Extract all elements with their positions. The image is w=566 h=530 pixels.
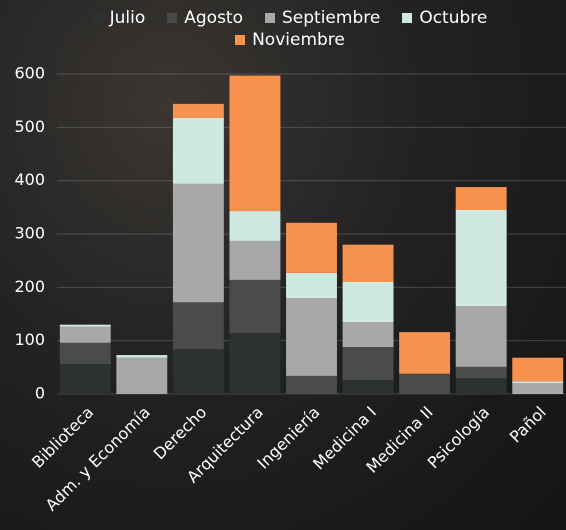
bar-segment bbox=[286, 272, 337, 298]
bar-segment bbox=[172, 183, 224, 303]
y-tick-label: 100 bbox=[14, 330, 45, 349]
bar-segment bbox=[59, 342, 111, 365]
legend-label: Agosto bbox=[184, 8, 243, 28]
x-tick-label: Adm. y Economía bbox=[42, 403, 154, 515]
bar-segment bbox=[455, 366, 507, 378]
y-tick-label: 0 bbox=[35, 384, 45, 403]
x-tick-label: Psicología bbox=[424, 403, 494, 473]
legend-label: Septiembre bbox=[282, 8, 381, 28]
legend: Julio Agosto Septiembre Octubre Noviembre bbox=[40, 8, 540, 50]
legend-item[interactable]: Agosto bbox=[167, 8, 243, 28]
bar-segment bbox=[116, 357, 168, 394]
legend-swatch bbox=[167, 13, 178, 23]
x-tick-label: Pañol bbox=[506, 403, 550, 447]
bar-segment bbox=[229, 279, 281, 334]
bar-segment bbox=[342, 322, 394, 348]
bar-segment bbox=[229, 240, 281, 280]
legend-item[interactable]: Octubre bbox=[402, 8, 487, 28]
legend-label: Octubre bbox=[419, 8, 488, 28]
legend-item[interactable]: Julio bbox=[92, 8, 146, 28]
bar-segment bbox=[399, 373, 451, 394]
bar-segment bbox=[455, 378, 507, 394]
bar-segment bbox=[286, 222, 337, 273]
bar-segment bbox=[399, 332, 451, 374]
bar-segment bbox=[116, 355, 168, 358]
legend-label: Julio bbox=[109, 8, 146, 28]
bar-segment bbox=[229, 75, 281, 212]
bar-segment bbox=[286, 298, 337, 376]
bar-segment bbox=[286, 375, 337, 394]
legend-swatch bbox=[402, 13, 413, 23]
y-tick-label: 300 bbox=[14, 224, 45, 243]
bar-segment bbox=[455, 306, 507, 367]
bar-segment bbox=[342, 347, 394, 381]
bar-segment bbox=[342, 244, 394, 282]
bar-segment bbox=[59, 324, 111, 327]
bar-segment bbox=[172, 302, 224, 350]
legend-swatch bbox=[235, 35, 246, 45]
bar-segment bbox=[512, 357, 564, 382]
bar-segment bbox=[172, 117, 224, 184]
bar-segment bbox=[172, 349, 224, 394]
legend-label: Noviembre bbox=[252, 30, 345, 50]
bar-segment bbox=[229, 333, 281, 394]
bar-segment bbox=[342, 380, 394, 394]
bar-segment bbox=[342, 282, 394, 322]
bar-segment bbox=[229, 211, 281, 241]
legend-item[interactable]: Septiembre bbox=[265, 8, 380, 28]
bar-segment bbox=[59, 364, 111, 394]
bar-segment bbox=[455, 187, 507, 210]
bar-segment bbox=[455, 210, 507, 306]
bar-segment bbox=[512, 381, 564, 384]
y-tick-label: 600 bbox=[14, 64, 45, 83]
bar-segment bbox=[512, 383, 564, 394]
y-tick-label: 200 bbox=[14, 277, 45, 296]
legend-swatch bbox=[92, 13, 103, 23]
legend-item[interactable]: Noviembre bbox=[235, 30, 345, 50]
bar-segment bbox=[172, 103, 224, 118]
legend-swatch bbox=[265, 13, 275, 23]
y-tick-label: 400 bbox=[14, 170, 45, 189]
y-tick-label: 500 bbox=[14, 117, 45, 136]
bar-segment bbox=[59, 326, 111, 343]
